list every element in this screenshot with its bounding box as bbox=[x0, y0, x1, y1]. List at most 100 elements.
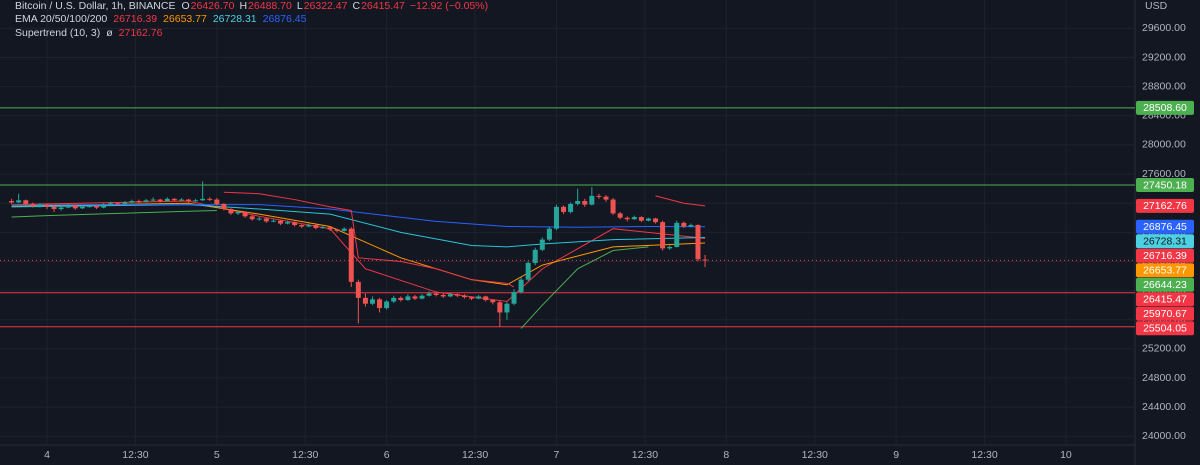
supertrend-down bbox=[223, 191, 515, 288]
price-badge bbox=[1136, 100, 1194, 115]
candle-body bbox=[171, 198, 177, 201]
candle-body bbox=[334, 229, 340, 231]
supertrend-up bbox=[520, 246, 649, 329]
candle-body bbox=[539, 239, 545, 250]
candle-body bbox=[469, 297, 475, 299]
candle-body bbox=[476, 296, 482, 299]
candle-body bbox=[30, 203, 36, 207]
price-badge-label: 26728.31 bbox=[1143, 236, 1187, 248]
legend-text: EMA 20/50/100/200 bbox=[15, 13, 107, 25]
x-tick-label: 12:30 bbox=[122, 449, 148, 461]
candle-body bbox=[193, 200, 199, 202]
candle-body bbox=[362, 297, 368, 304]
x-tick-label: 12:30 bbox=[462, 449, 488, 461]
price-badge-label: 26415.47 bbox=[1143, 294, 1187, 306]
price-badge-label: 25970.67 bbox=[1143, 308, 1187, 320]
ema-line bbox=[11, 204, 706, 228]
legend-text: L bbox=[297, 0, 303, 12]
legend-text: 26728.31 bbox=[213, 13, 257, 25]
candle-body bbox=[285, 222, 291, 224]
candle-body bbox=[525, 262, 531, 280]
candle-body bbox=[433, 293, 439, 295]
candle-body bbox=[426, 293, 432, 296]
legend-text: O bbox=[181, 0, 189, 12]
candle-body bbox=[391, 297, 397, 302]
price-badge bbox=[1136, 292, 1194, 307]
candle-body bbox=[384, 301, 390, 309]
candle-body bbox=[419, 295, 425, 299]
candle-body bbox=[440, 294, 446, 297]
legend-text: 26488.70 bbox=[248, 0, 292, 12]
candle-body bbox=[164, 198, 170, 202]
price-badge bbox=[1136, 219, 1194, 234]
candle-body bbox=[695, 225, 701, 260]
price-badge bbox=[1136, 198, 1194, 213]
x-tick-label: 9 bbox=[893, 449, 899, 461]
candle-body bbox=[348, 228, 354, 282]
candle-body bbox=[51, 206, 57, 210]
candle-body bbox=[86, 206, 92, 208]
candle-body bbox=[447, 294, 453, 297]
candle-body bbox=[532, 249, 538, 263]
price-badge-label: 26644.23 bbox=[1143, 279, 1187, 291]
candle-body bbox=[518, 279, 524, 293]
legend-text: Supertrend (10, 3) bbox=[15, 27, 100, 39]
price-badge bbox=[1136, 234, 1194, 249]
candle-body bbox=[122, 202, 128, 204]
x-tick-label: 12:30 bbox=[971, 449, 997, 461]
y-tick-label: 27600.00 bbox=[1142, 168, 1186, 180]
candle-body bbox=[483, 296, 489, 301]
candle-body bbox=[129, 201, 135, 203]
candle-body bbox=[490, 300, 496, 303]
candle-body bbox=[270, 220, 276, 222]
candle-body bbox=[582, 201, 588, 205]
candle-body bbox=[688, 225, 694, 227]
candle-body bbox=[65, 205, 71, 208]
candle-body bbox=[306, 225, 312, 227]
candle-body bbox=[377, 299, 383, 309]
candle-body bbox=[546, 228, 552, 240]
candle-body bbox=[23, 200, 29, 204]
candle-body bbox=[660, 222, 666, 249]
price-badge bbox=[1136, 306, 1194, 321]
price-badge bbox=[1136, 248, 1194, 263]
candle-body bbox=[667, 246, 673, 249]
candle-body bbox=[405, 296, 411, 301]
candle-body bbox=[136, 201, 142, 203]
candle-body bbox=[624, 217, 630, 220]
candle-body bbox=[398, 297, 404, 301]
x-tick-label: 4 bbox=[44, 449, 50, 461]
x-tick-label: 12:30 bbox=[292, 449, 318, 461]
price-badge bbox=[1136, 321, 1194, 336]
legend-text: C bbox=[352, 0, 360, 12]
candle-body bbox=[674, 222, 680, 247]
candle-body bbox=[497, 302, 503, 313]
candle-body bbox=[454, 294, 460, 296]
legend-text: ø bbox=[106, 27, 113, 39]
y-tick-label: 24000.00 bbox=[1142, 430, 1186, 442]
candle-body bbox=[631, 217, 637, 220]
candle-body bbox=[341, 228, 347, 231]
candle-body bbox=[638, 217, 644, 221]
legend-text: 26426.70 bbox=[191, 0, 235, 12]
candle-body bbox=[58, 207, 64, 210]
ema-line bbox=[11, 204, 706, 248]
candle-body bbox=[702, 259, 708, 261]
ema-line bbox=[11, 202, 706, 286]
candle-body bbox=[79, 206, 85, 209]
legend-text: Bitcoin / U.S. Dollar, 1h, BINANCE bbox=[15, 0, 175, 12]
candle-body bbox=[277, 220, 283, 224]
candle-body bbox=[16, 200, 22, 203]
candle-body bbox=[369, 299, 375, 304]
candle-body bbox=[617, 213, 623, 218]
candle-body bbox=[292, 222, 298, 226]
x-tick-label: 5 bbox=[214, 449, 220, 461]
candle-body bbox=[9, 201, 15, 203]
candle-body bbox=[504, 303, 510, 313]
supertrend-down bbox=[655, 195, 706, 207]
legend-text: H bbox=[239, 0, 247, 12]
candle-body bbox=[575, 201, 581, 204]
candle-body bbox=[186, 199, 192, 202]
x-tick-label: 12:30 bbox=[632, 449, 658, 461]
y-tick-label: 25200.00 bbox=[1142, 343, 1186, 355]
